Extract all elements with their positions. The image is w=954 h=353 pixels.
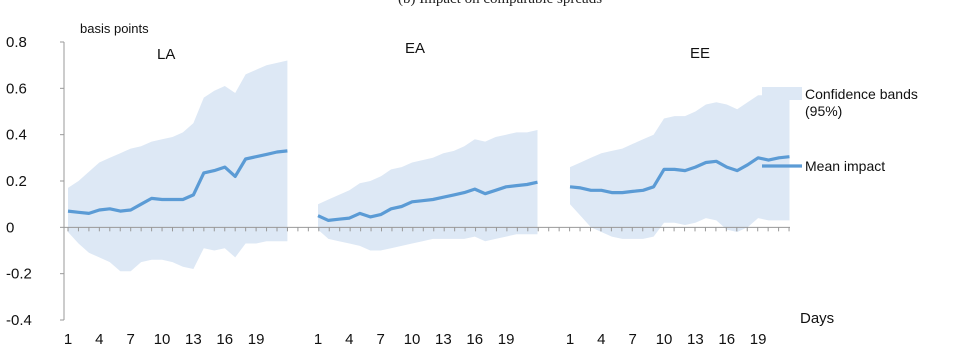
y-tick-label: 0.4 bbox=[6, 127, 27, 144]
x-tick-label: 4 bbox=[345, 331, 353, 348]
y-tick-label: 0.8 bbox=[6, 34, 27, 51]
x-tick-label: 10 bbox=[154, 331, 171, 348]
x-tick-label: 10 bbox=[404, 331, 421, 348]
x-tick-label: 7 bbox=[629, 331, 637, 348]
panel-label-ea: EA bbox=[405, 40, 426, 57]
y-axis-unit-label: basis points bbox=[80, 21, 149, 36]
mean-impact-line-ee bbox=[569, 155, 790, 195]
panel-label-la: LA bbox=[157, 46, 176, 63]
y-tick-label: 0.6 bbox=[6, 80, 27, 97]
x-tick-label: 16 bbox=[718, 331, 735, 348]
x-tick-label: 7 bbox=[127, 331, 135, 348]
legend-band-label: Confidence bands (95%) bbox=[805, 86, 918, 119]
x-tick-label: 16 bbox=[216, 331, 233, 348]
x-tick-label: 1 bbox=[566, 331, 574, 348]
legend-line-label: Mean impact bbox=[805, 158, 886, 174]
y-tick-label: -0.4 bbox=[6, 312, 32, 329]
y-tick-label: 0.2 bbox=[6, 173, 27, 190]
mean-impact-line-la bbox=[67, 149, 288, 215]
x-tick-label: 7 bbox=[377, 331, 385, 348]
x-tick-label: 13 bbox=[687, 331, 704, 348]
x-tick-label: 1 bbox=[314, 331, 322, 348]
x-tick-label: 13 bbox=[185, 331, 202, 348]
x-tick-label: 19 bbox=[248, 331, 265, 348]
x-tick-label: 1 bbox=[64, 331, 72, 348]
x-tick-label: 4 bbox=[95, 331, 103, 348]
confidence-band-la bbox=[68, 60, 288, 272]
mean-impact-line-ea bbox=[317, 180, 538, 222]
confidence-band-ea bbox=[318, 130, 538, 251]
y-tick-label: -0.2 bbox=[6, 266, 32, 283]
confidence-band-ee bbox=[570, 88, 790, 239]
x-tick-label: 4 bbox=[597, 331, 605, 348]
legend-band-swatch bbox=[762, 87, 802, 100]
panel-label-ee: EE bbox=[690, 45, 711, 62]
x-tick-label: 19 bbox=[498, 331, 515, 348]
y-tick-label: 0 bbox=[6, 219, 14, 236]
x-tick-label: 10 bbox=[656, 331, 673, 348]
x-tick-label: 19 bbox=[750, 331, 767, 348]
x-axis-label: Days bbox=[800, 310, 835, 327]
x-tick-label: 16 bbox=[466, 331, 483, 348]
x-tick-label: 13 bbox=[435, 331, 452, 348]
chart-title: (b) Impact on comparable spreads bbox=[300, 0, 700, 8]
